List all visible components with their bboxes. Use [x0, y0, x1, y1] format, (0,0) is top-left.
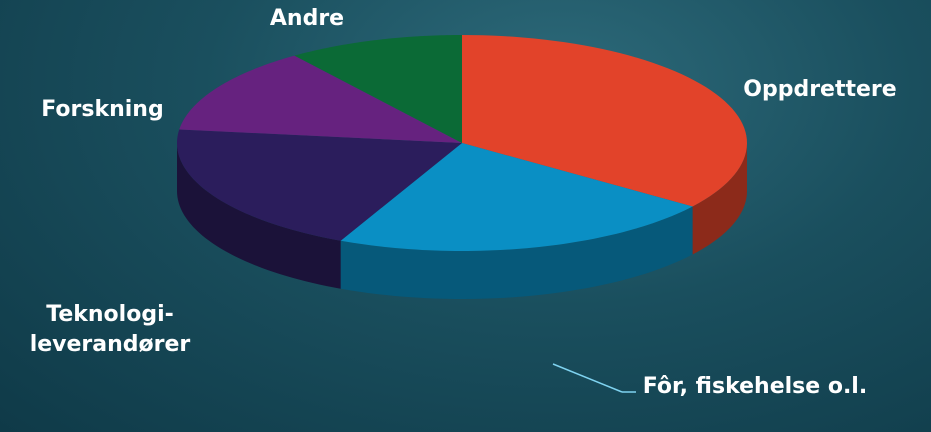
page: Andre Oppdrettere Forskning Teknologi-le…	[0, 0, 931, 432]
slice-label: Teknologi-leverandører	[10, 300, 210, 360]
slice-label: Forskning	[20, 95, 185, 125]
leader-line	[553, 364, 622, 392]
slice-label: Fôr, fiskehelse o.l.	[640, 372, 870, 402]
slice-label: Andre	[247, 4, 367, 34]
slice-label: Oppdrettere	[715, 75, 925, 105]
chart	[0, 0, 931, 432]
